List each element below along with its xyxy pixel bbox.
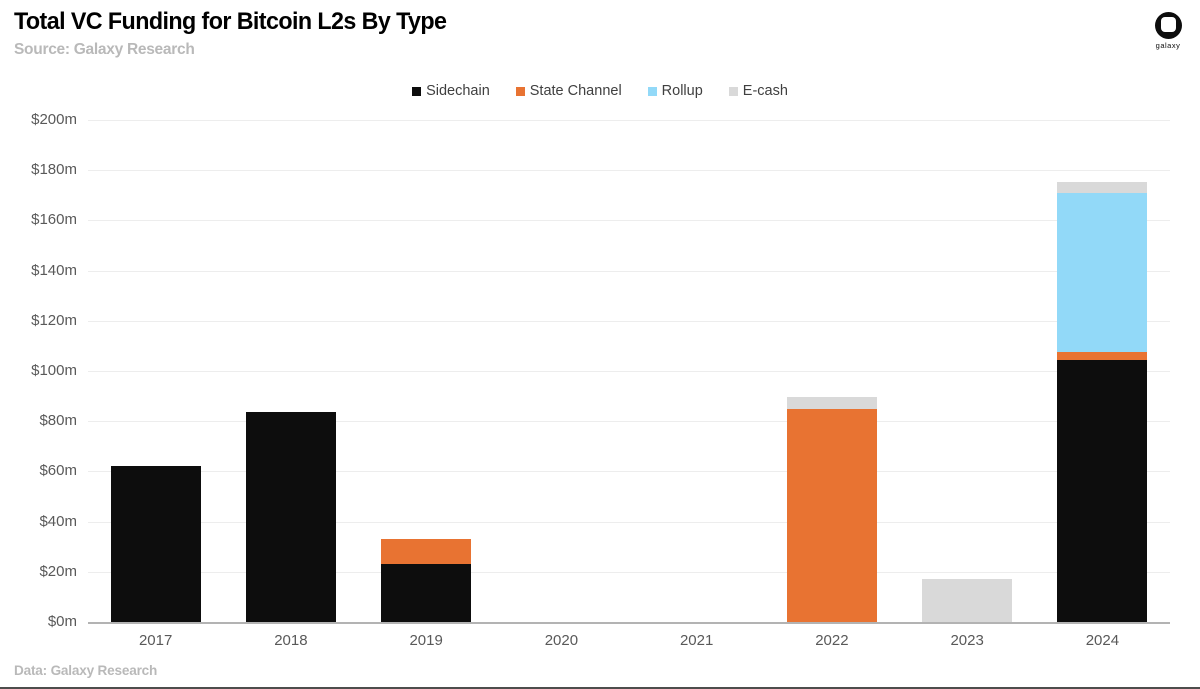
x-tick-label-2020: 2020: [544, 632, 579, 649]
bar-2024-e-cash: [1057, 181, 1148, 193]
x-tick-label-2018: 2018: [274, 632, 308, 649]
legend-item-state-channel: State Channel: [515, 83, 622, 99]
legend-item-e-cash: E-cash: [728, 83, 788, 99]
bar-2024-state-channel: [1057, 352, 1148, 360]
page-title: Total VC Funding for Bitcoin L2s By Type: [14, 8, 447, 35]
x-tick-label-2021: 2021: [679, 632, 714, 649]
legend-label: State Channel: [529, 83, 622, 99]
y-axis-labels: $0m $20m $40m $60m $80m $100m $120m $140m $160m $…: [0, 111, 80, 630]
y-tick-label: $180m: [31, 161, 77, 179]
gridline: [88, 170, 1170, 172]
legend-swatch-sidechain-icon: [412, 86, 422, 96]
bar-2017-sidechain: [110, 466, 201, 622]
bar-2024-sidechain: [1057, 359, 1148, 622]
x-axis-line: [88, 622, 1170, 624]
gridline: [88, 371, 1170, 372]
bar-2024-rollup: [1057, 192, 1148, 353]
x-tick-label-2023: 2023: [950, 632, 984, 649]
x-tick-label-2024: 2024: [1085, 632, 1120, 649]
y-tick-label: $100m: [31, 362, 77, 379]
y-tick-label: $80m: [39, 412, 77, 430]
gridline: [88, 220, 1170, 222]
x-tick-label-2017: 2017: [138, 632, 173, 649]
legend-item-sidechain: Sidechain: [412, 83, 490, 99]
source-line: Source: Galaxy Research: [14, 41, 195, 58]
galaxy-logo-word: galaxy: [1155, 41, 1181, 50]
legend-swatch-e-cash-icon: [728, 86, 738, 96]
legend-swatch-state-channel-icon: [515, 86, 525, 96]
x-tick-label-2019: 2019: [409, 632, 443, 649]
legend-label: Rollup: [661, 83, 703, 99]
plot-area: [88, 120, 1170, 624]
gridline: [88, 270, 1170, 272]
bar-2018-sidechain: [245, 412, 336, 622]
y-tick-label: $200m: [31, 111, 77, 128]
y-tick-label: $160m: [31, 211, 77, 229]
gridline: [88, 471, 1170, 473]
bar-2022-state-channel: [786, 408, 877, 622]
legend-label: Sidechain: [426, 83, 490, 99]
bar-2023-e-cash: [922, 579, 1013, 622]
y-tick-label: $0m: [47, 613, 77, 630]
y-tick-label: $120m: [31, 311, 77, 329]
bar-2019-state-channel: [381, 539, 472, 565]
legend-label: E-cash: [742, 83, 788, 99]
legend-item-rollup: Rollup: [647, 83, 703, 99]
gridline: [88, 571, 1170, 573]
y-tick-label: $40m: [39, 512, 77, 530]
galaxy-logo: galaxy: [1148, 12, 1188, 50]
y-tick-label: $20m: [39, 562, 77, 580]
x-tick-label-2022: 2022: [815, 632, 849, 649]
gridline: [88, 320, 1170, 322]
bar-2019-sidechain: [381, 564, 472, 622]
galaxy-logo-icon: [1154, 12, 1182, 39]
gridline: [88, 421, 1170, 423]
y-tick-label: $60m: [39, 462, 77, 480]
gridline: [88, 521, 1170, 523]
chart-legend: Sidechain State Channel Rollup E-cash: [0, 83, 1200, 99]
y-tick-label: $140m: [31, 261, 77, 279]
data-note: Data: Galaxy Research: [14, 662, 158, 678]
gridline: [88, 120, 1170, 121]
legend-swatch-rollup-icon: [647, 86, 657, 96]
bar-2022-e-cash: [786, 397, 877, 409]
x-axis-labels: 2017 2018 2019 2020 2021 2022 2023 2024: [88, 630, 1170, 652]
